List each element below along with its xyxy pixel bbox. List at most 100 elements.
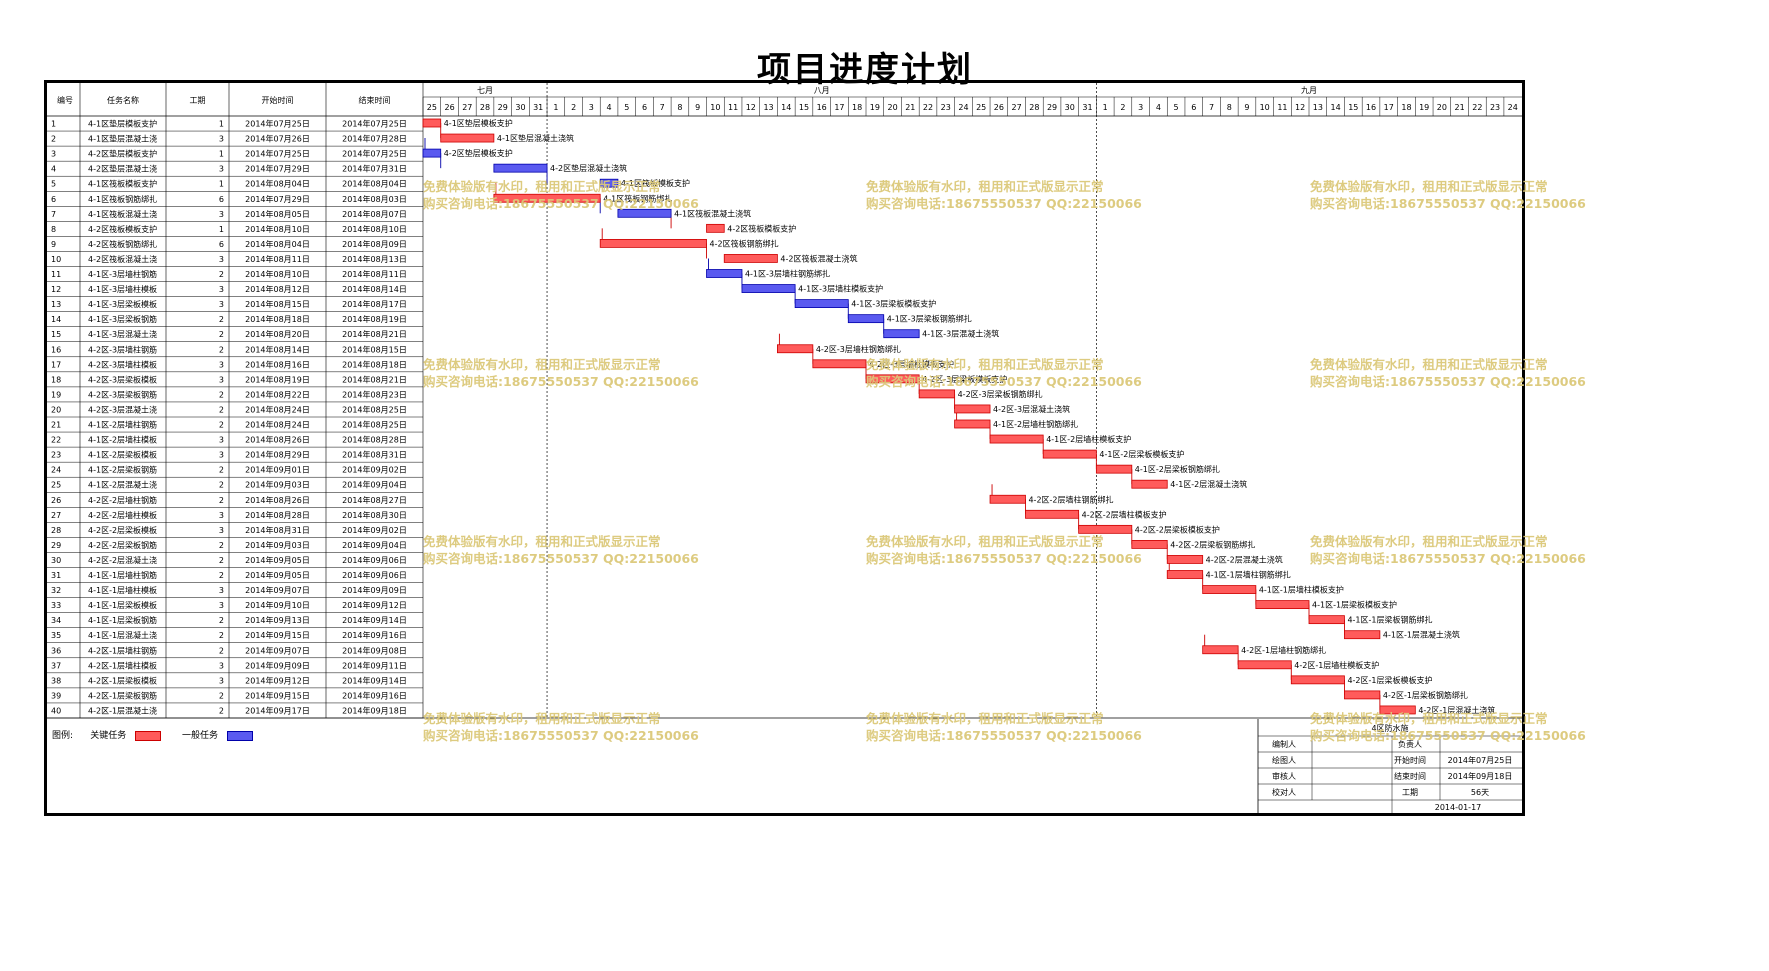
task-bar <box>1344 690 1381 700</box>
cell-name: 4-2区垫层混凝土浇 <box>88 164 157 174</box>
cell-end: 2014年08月04日 <box>342 179 407 189</box>
day-label: 15 <box>799 103 809 112</box>
task-bar-label: 4-2区-3层墙柱钢筋绑扎 <box>816 344 901 354</box>
watermark-line1: 免费体验版有水印，租用和正式版显示正常 <box>1310 711 1548 726</box>
day-label: 17 <box>834 103 844 112</box>
cell-no: 27 <box>51 511 61 520</box>
cell-start: 2014年07月25日 <box>245 119 310 129</box>
cell-start: 2014年08月14日 <box>245 344 310 354</box>
watermark-text: 免费体验版有水印，租用和正式版显示正常 购买咨询电话:18675550537 QQ… <box>1310 710 1586 744</box>
day-label: 8 <box>677 103 682 112</box>
task-bar <box>1131 539 1168 549</box>
watermark-line2: 购买咨询电话:18675550537 QQ:22150066 <box>866 551 1142 566</box>
month-label: 九月 <box>1301 86 1317 95</box>
task-bar-label: 4-1区-3层梁板钢筋绑扎 <box>887 314 972 324</box>
task-bar-label: 4-1区-1层墙柱钢筋绑扎 <box>1206 570 1291 580</box>
cell-end: 2014年09月06日 <box>342 555 407 565</box>
cell-start: 2014年08月12日 <box>245 284 310 294</box>
day-label: 7 <box>1209 103 1214 112</box>
cell-end: 2014年07月28日 <box>342 134 407 144</box>
cell-name: 4-2区筏板钢筋绑扎 <box>88 239 157 249</box>
cell-end: 2014年08月30日 <box>342 510 407 520</box>
task-bar-label: 4-1区垫层混凝土浇筑 <box>497 133 574 143</box>
cell-start: 2014年08月10日 <box>245 269 310 279</box>
task-bar <box>440 133 495 143</box>
watermark-line1: 免费体验版有水印，租用和正式版显示正常 <box>1310 534 1548 549</box>
cell-duration: 2 <box>219 571 224 580</box>
cell-end: 2014年08月23日 <box>342 389 407 399</box>
task-bar-label: 4-1区-1层梁板钢筋绑扎 <box>1347 615 1432 625</box>
day-label: 20 <box>887 103 897 112</box>
cell-name: 4-2区-3层梁板模板 <box>88 374 157 384</box>
day-label: 3 <box>1138 103 1143 112</box>
footer-label: 绘图人 <box>1272 755 1296 765</box>
cell-no: 29 <box>51 541 61 550</box>
cell-duration: 3 <box>219 451 224 460</box>
footer-value: 2014年09月18日 <box>1448 771 1513 781</box>
task-bar-label: 4-2区筏板钢筋绑扎 <box>710 238 779 248</box>
watermark-text: 免费体验版有水印，租用和正式版显示正常 购买咨询电话:18675550537 QQ… <box>1310 356 1586 390</box>
cell-name: 4-2区-1层混凝土浇 <box>88 705 157 715</box>
cell-no: 39 <box>51 691 61 700</box>
cell-duration: 3 <box>219 285 224 294</box>
task-bar <box>1379 705 1416 715</box>
day-label: 29 <box>1047 103 1057 112</box>
task-bar-label: 4-2区筏板模板支护 <box>727 223 796 233</box>
footer-label: 编制人 <box>1272 739 1296 749</box>
cell-name: 4-1区筏板模板支护 <box>88 179 157 189</box>
cell-name: 4-2区筏板模板支护 <box>88 224 157 234</box>
task-bar <box>1095 464 1133 474</box>
cell-duration: 3 <box>219 511 224 520</box>
cell-name: 4-1区-3层混凝土浇 <box>88 329 157 339</box>
task-bar-label: 4-1区-1层梁板模板支护 <box>1312 600 1397 610</box>
cell-no: 14 <box>51 315 61 324</box>
task-bar <box>723 254 778 263</box>
day-label: 5 <box>624 103 629 112</box>
cell-no: 17 <box>51 360 61 369</box>
day-label: 12 <box>746 103 756 112</box>
cell-name: 4-2区-2层梁板钢筋 <box>88 540 157 550</box>
cell-name: 4-2区-1层梁板钢筋 <box>88 690 157 700</box>
cell-name: 4-2区-1层梁板模板 <box>88 675 157 685</box>
day-label: 9 <box>1244 103 1249 112</box>
task-bar-label: 4-1区筏板混凝土浇筑 <box>674 208 751 218</box>
day-label: 13 <box>763 103 773 112</box>
cell-end: 2014年08月10日 <box>342 224 407 234</box>
task-bar <box>1344 630 1381 640</box>
day-label: 25 <box>427 103 437 112</box>
task-bar-label: 4-2区-3层墙柱模板支护 <box>869 359 954 369</box>
task-bar <box>599 178 619 188</box>
cell-end: 2014年09月04日 <box>342 540 407 550</box>
footer-date: 2014-01-17 <box>1435 803 1482 812</box>
day-label: 27 <box>1012 103 1022 112</box>
task-bar-label: 4-1区-3层墙柱模板支护 <box>798 284 883 294</box>
cell-name: 4-1区-2层梁板模板 <box>88 450 157 460</box>
legend-general-swatch <box>226 730 253 741</box>
day-label: 18 <box>852 103 862 112</box>
legend-critical-label: 关键任务 <box>90 731 127 741</box>
watermark-text: 免费体验版有水印，租用和正式版显示正常 购买咨询电话:18675550537 QQ… <box>866 710 1142 744</box>
cell-name: 4-2区-1层墙柱钢筋 <box>88 645 157 655</box>
cell-start: 2014年09月07日 <box>245 585 310 595</box>
task-bar <box>794 299 849 309</box>
task-bar-label: 4-2区-2层梁板模板支护 <box>1135 524 1220 534</box>
cell-no: 18 <box>51 375 61 384</box>
task-bar <box>1308 615 1345 625</box>
column-header-dur: 工期 <box>190 96 206 105</box>
cell-name: 4-1区-3层墙柱模板 <box>88 284 157 294</box>
cell-end: 2014年08月31日 <box>342 450 407 460</box>
task-bar-label: 4-1区-3层梁板模板支护 <box>851 299 936 309</box>
cell-duration: 3 <box>219 165 224 174</box>
cell-start: 2014年09月03日 <box>245 480 310 490</box>
task-bar <box>954 419 991 429</box>
task-bar-label: 4-1区筏板钢筋绑扎 <box>603 193 672 203</box>
task-bar <box>422 148 442 158</box>
day-label: 28 <box>480 103 490 112</box>
watermark-line2: 购买咨询电话:18675550537 QQ:22150066 <box>866 728 1142 743</box>
watermark-line1: 免费体验版有水印，租用和正式版显示正常 <box>1310 179 1548 194</box>
day-label: 11 <box>728 103 738 112</box>
task-bar <box>989 494 1026 504</box>
cell-name: 4-2区-3层墙柱模板 <box>88 359 157 369</box>
task-bar-label: 4-2区-2层梁板钢筋绑扎 <box>1170 539 1255 549</box>
cell-start: 2014年09月05日 <box>245 570 310 580</box>
